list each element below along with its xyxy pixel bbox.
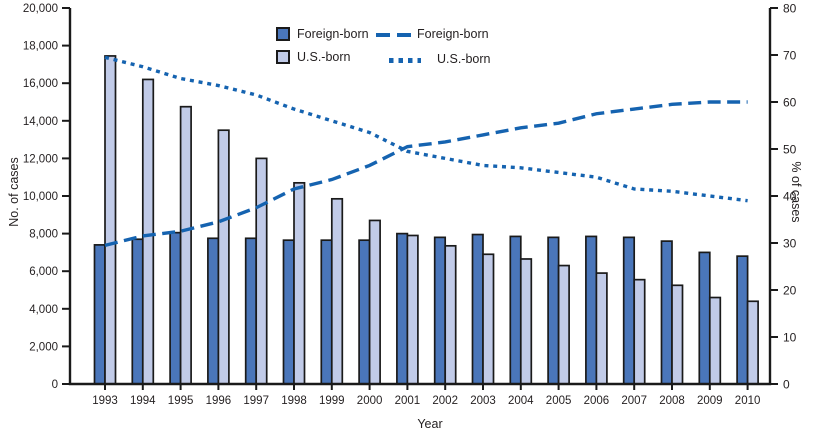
legend-swatch-foreign-born-bar (276, 27, 290, 41)
right-axis-tick-label: 30 (783, 237, 797, 251)
x-axis-year-label: 1997 (243, 395, 269, 407)
left-axis-tick-label: 2,000 (29, 341, 58, 353)
legend-swatch-us-born-bar (276, 50, 290, 64)
x-axis-title: Year (417, 417, 443, 431)
x-axis-year-label: 2007 (621, 395, 647, 407)
x-axis-year-label: 2006 (584, 395, 610, 407)
x-axis-year-label: 1994 (130, 395, 156, 407)
legend-dotted-line-sample (389, 58, 421, 63)
left-axis-tick-label: 6,000 (29, 266, 58, 278)
left-axis-tick-label: 16,000 (23, 78, 58, 90)
x-axis-year-label: 2005 (546, 395, 572, 407)
right-axis-tick-label: 40 (783, 190, 797, 204)
legend-label-foreign-born-line: Foreign-born (417, 27, 489, 41)
x-axis-year-label: 1998 (281, 395, 307, 407)
x-axis-year-label: 2010 (735, 395, 761, 407)
left-axis-tick-label: 20,000 (23, 3, 58, 15)
legend-label-us-born-line: U.S.-born (437, 52, 491, 66)
right-axis-tick-label: 20 (783, 284, 797, 298)
left-axis-tick-label: 4,000 (29, 304, 58, 316)
legend-dashed-line-sample (376, 33, 411, 37)
left-axis-tick-label: 10,000 (23, 191, 58, 203)
x-axis-year-label: 2009 (697, 395, 723, 407)
x-axis-year-label: 2008 (659, 395, 685, 407)
x-axis-year-label: 2003 (470, 395, 496, 407)
left-axis-tick-label: 18,000 (23, 41, 58, 53)
right-axis-tick-label: 60 (783, 96, 797, 110)
right-axis-tick-label: 0 (783, 378, 790, 392)
x-axis-year-label: 2001 (395, 395, 421, 407)
x-axis-year-label: 2004 (508, 395, 534, 407)
legend-label-foreign-born-bar: Foreign-born (297, 27, 369, 41)
trend-line-foreign-born (104, 100, 748, 247)
right-axis-tick-label: 50 (783, 143, 797, 157)
left-axis-tick-label: 12,000 (23, 153, 58, 165)
right-axis-tick-label: 70 (783, 49, 797, 63)
x-axis-year-label: 2002 (432, 395, 458, 407)
right-axis-tick-label: 10 (783, 331, 797, 345)
left-axis-tick-label: 14,000 (23, 116, 58, 128)
left-axis-tick-label: 0 (52, 379, 58, 391)
trend-line-us-born (104, 55, 748, 203)
left-axis-tick-label: 8,000 (29, 229, 58, 241)
x-axis-year-label: 1999 (319, 395, 345, 407)
right-axis-tick-label: 80 (783, 2, 797, 16)
x-axis-year-label: 2000 (357, 395, 383, 407)
legend-label-us-born-bar: U.S.-born (297, 50, 351, 64)
x-axis-year-label: 1993 (92, 395, 118, 407)
x-axis-year-label: 1995 (168, 395, 194, 407)
x-axis-year-label: 1996 (206, 395, 232, 407)
